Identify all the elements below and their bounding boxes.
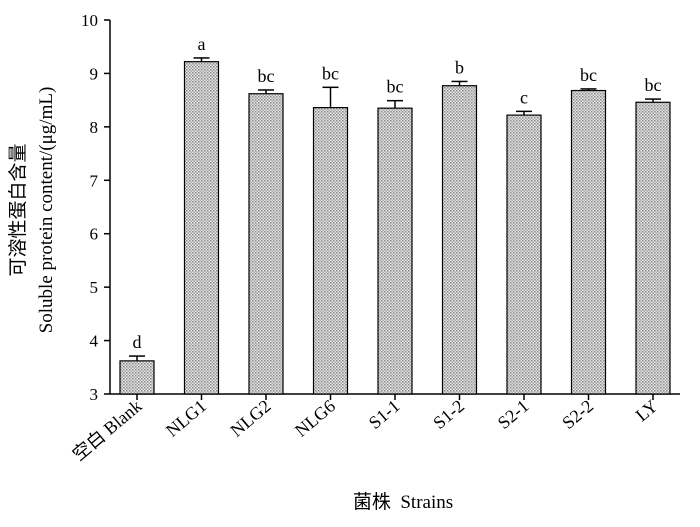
- x-axis: 空白 Blank NLG1 NLG2 NLG6 S1-1 S1-2 S2-1 S2-2 LY: [69, 393, 680, 465]
- significance-label: d: [133, 332, 142, 352]
- x-tick-label: 空白 Blank: [69, 396, 146, 465]
- y-tick-label: 9: [90, 64, 99, 83]
- bar: [119, 360, 155, 395]
- x-axis-title: 菌株 Strains: [353, 491, 453, 513]
- bars: [119, 57, 671, 395]
- x-tick-label: NLG1: [162, 396, 210, 441]
- y-tick-label: 5: [90, 278, 99, 297]
- significance-label: bc: [645, 75, 662, 95]
- bar: [570, 89, 607, 395]
- y-axis-title: Soluble protein content/(μg/mL): [36, 87, 57, 334]
- x-tick-label: S1-1: [365, 396, 404, 433]
- significance-label: c: [520, 87, 528, 107]
- x-tick-label: S2-1: [494, 396, 533, 433]
- y-tick-label: 4: [90, 332, 99, 351]
- y-tick-label: 7: [90, 171, 99, 190]
- significance-label: b: [455, 57, 464, 77]
- bar: [183, 61, 220, 395]
- x-tick-label: NLG2: [226, 396, 274, 441]
- x-tick-label: NLG6: [291, 396, 339, 441]
- significance-label: bc: [322, 63, 339, 83]
- y-axis-title-chinese: 可溶性蛋白含量: [7, 143, 29, 276]
- significance-label: bc: [258, 66, 275, 86]
- y-tick-label: 8: [90, 118, 99, 137]
- x-tick-label: S2-2: [558, 396, 597, 433]
- bar: [248, 93, 284, 395]
- y-axis: 3 4 5 6 7 8 9 10: [81, 11, 111, 404]
- y-tick-label: 10: [81, 11, 98, 30]
- bar: [441, 85, 478, 395]
- significance-label: a: [198, 34, 206, 54]
- x-tick-label: LY: [632, 396, 662, 426]
- x-tick-label: S1-2: [429, 396, 468, 433]
- bar: [635, 101, 671, 395]
- bar: [377, 107, 413, 395]
- significance-label: bc: [580, 65, 597, 85]
- bar: [312, 107, 349, 395]
- y-tick-label: 6: [90, 225, 99, 244]
- y-tick-label: 3: [90, 385, 99, 404]
- significance-label: bc: [387, 77, 404, 97]
- bar: [506, 114, 542, 395]
